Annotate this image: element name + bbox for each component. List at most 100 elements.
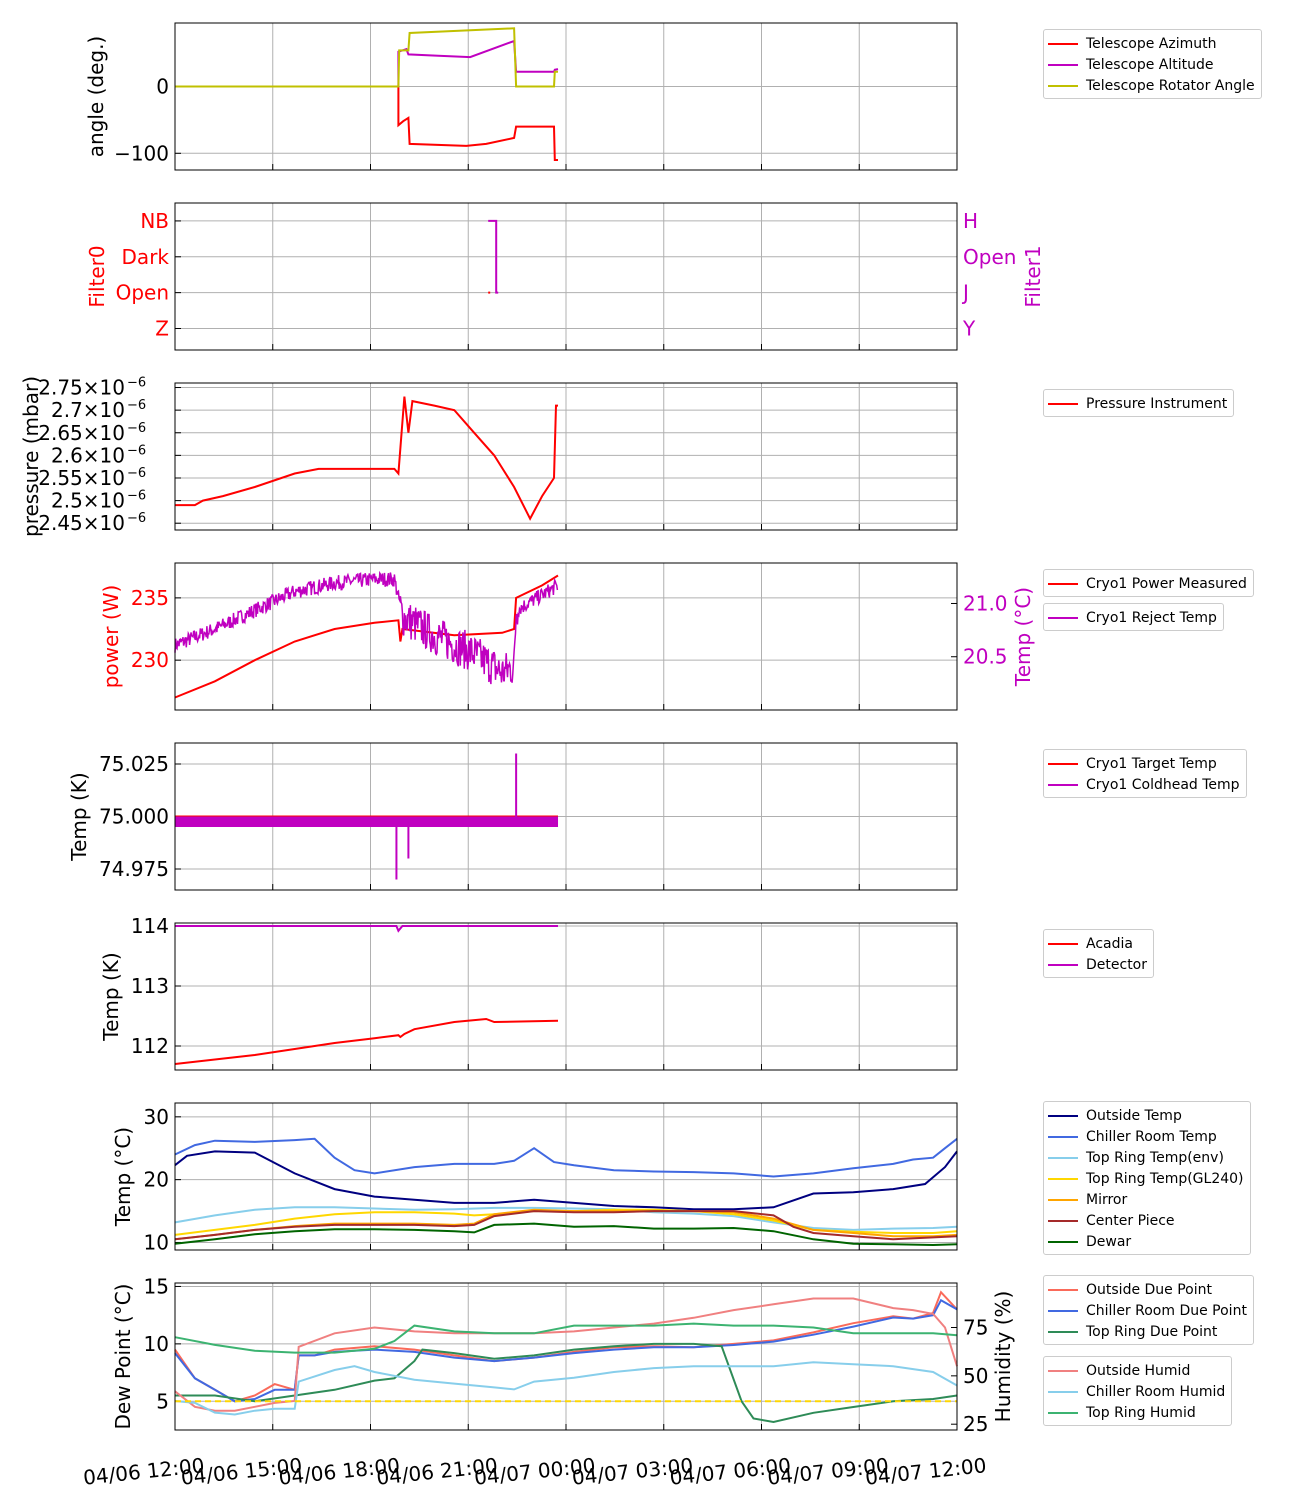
legend-entry: Telescope Altitude — [1048, 54, 1255, 75]
env-temps-panel: 10 20 30 Temp (°C) — [111, 1102, 958, 1254]
legend-cryo-power-b: Cryo1 Reject Temp — [1043, 603, 1224, 631]
legend-entry: Telescope Azimuth — [1048, 33, 1255, 54]
y2-axis-label: Temp (°C) — [1011, 587, 1035, 687]
legend-label: Outside Due Point — [1086, 1281, 1212, 1298]
y2-tick-label: 25 — [963, 1412, 988, 1436]
legend-entry: Dewar — [1048, 1231, 1244, 1252]
legend-swatch — [1048, 762, 1078, 765]
y-tick-label: 230 — [131, 648, 169, 672]
legend-label: Acadia — [1086, 935, 1133, 952]
legend-entry: Cryo1 Coldhead Temp — [1048, 774, 1240, 795]
y-tick-label: 113 — [131, 974, 169, 998]
series-line — [174, 1210, 958, 1241]
y-tick-label: Dark — [122, 245, 170, 269]
y-tick-label: 2.6×10 — [51, 443, 125, 467]
legend-label: Telescope Altitude — [1086, 56, 1214, 73]
legend-swatch — [1048, 402, 1078, 405]
legend-swatch — [1048, 1156, 1078, 1159]
legend-label: Top Ring Temp(env) — [1086, 1149, 1224, 1166]
legend-label: Dewar — [1086, 1233, 1132, 1250]
detector-temps-panel: 112 113 114 Temp (K) — [99, 914, 958, 1071]
y2-tick-label: Y — [962, 316, 976, 340]
legend-swatch — [1048, 1219, 1078, 1222]
y-tick-label: 0 — [156, 74, 169, 98]
legend-swatch — [1048, 1240, 1078, 1243]
series-line — [175, 39, 559, 88]
y-tick-exponent: −6 — [127, 376, 146, 391]
legend-swatch — [1048, 783, 1078, 786]
y-axis-label: Temp (°C) — [111, 1127, 135, 1227]
legend-label: Telescope Azimuth — [1086, 35, 1217, 52]
y-tick-exponent: −6 — [127, 489, 146, 504]
legend-entry: Top Ring Temp(env) — [1048, 1147, 1244, 1168]
legend-swatch — [1048, 1288, 1078, 1291]
y-axis-label: pressure (mbar) — [19, 376, 43, 537]
y-tick-label: 2.5×10 — [51, 489, 125, 513]
legend-swatch — [1048, 1411, 1078, 1414]
y-tick-label: 235 — [131, 586, 169, 610]
legend-swatch — [1048, 1330, 1078, 1333]
legend-swatch — [1048, 84, 1078, 87]
y2-tick-label: 20.5 — [963, 645, 1008, 669]
pressure-panel: 2.45×10 −62.5×10 −62.55×10 −62.6×10 −62.65×1… — [19, 376, 958, 537]
y-tick-exponent: −6 — [127, 421, 146, 436]
y2-axis-label: Filter1 — [1021, 245, 1045, 307]
legend-entry: Mirror — [1048, 1189, 1244, 1210]
legend-angles: Telescope Azimuth Telescope Altitude Teles… — [1043, 29, 1262, 99]
legend-swatch — [1048, 63, 1078, 66]
legend-entry: Chiller Room Temp — [1048, 1126, 1244, 1147]
legend-entry: Outside Temp — [1048, 1105, 1244, 1126]
legend-entry: Acadia — [1048, 933, 1147, 954]
legend-label: Mirror — [1086, 1191, 1128, 1208]
y-tick-exponent: −6 — [127, 398, 146, 413]
series-line — [174, 1361, 958, 1416]
cryo-power-panel: 230 235 20.5 21.0 power (W) Temp (°C) — [99, 562, 1035, 711]
y-tick-label: 75.000 — [99, 805, 169, 829]
y-tick-exponent: −6 — [127, 466, 146, 481]
legend-dew-a: Outside Due Point Chiller Room Due Point T… — [1043, 1275, 1254, 1345]
legend-swatch — [1048, 1198, 1078, 1201]
y2-tick-label: Open — [963, 245, 1016, 269]
legend-entry: Cryo1 Target Temp — [1048, 753, 1240, 774]
y-tick-exponent: −6 — [127, 443, 146, 458]
y-axis-label: Temp (K) — [99, 952, 123, 1041]
series-line — [175, 1342, 958, 1424]
legend-swatch — [1048, 963, 1078, 966]
legend-entry: Outside Due Point — [1048, 1279, 1247, 1300]
legend-entry: Pressure Instrument — [1048, 393, 1227, 414]
legend-swatch — [1048, 582, 1078, 585]
legend-swatch — [1048, 616, 1078, 619]
legend-label: Center Piece — [1086, 1212, 1175, 1229]
legend-entry: Center Piece — [1048, 1210, 1244, 1231]
series-line — [175, 85, 558, 161]
series-line — [174, 570, 559, 685]
legend-entry: Cryo1 Power Measured — [1048, 573, 1247, 594]
y-tick-label: 10 — [144, 1230, 169, 1254]
y-tick-label: 74.975 — [99, 857, 169, 881]
y-tick-label: 10 — [144, 1332, 169, 1356]
y-tick-label: 20 — [144, 1168, 169, 1192]
series-line — [175, 27, 558, 88]
legend-entry: Cryo1 Reject Temp — [1048, 607, 1217, 628]
legend-entry: Detector — [1048, 954, 1147, 975]
legend-entry: Top Ring Humid — [1048, 1402, 1225, 1423]
y-axis-label: Filter0 — [85, 245, 109, 307]
series-line — [174, 1137, 958, 1178]
legend-swatch — [1048, 1114, 1078, 1117]
legend-label: Cryo1 Coldhead Temp — [1086, 776, 1240, 793]
legend-entry: Top Ring Due Point — [1048, 1321, 1247, 1342]
filters-panel: Z Open Dark NB YJ Open H Filter0 Filter1 — [85, 202, 1045, 351]
series-line — [174, 1298, 958, 1403]
y-tick-label: 2.55×10 — [38, 466, 125, 490]
y-tick-label: 75.025 — [99, 752, 169, 776]
y-tick-label: 2.65×10 — [38, 421, 125, 445]
series-line — [174, 1322, 958, 1354]
y2-tick-label: 50 — [963, 1364, 988, 1388]
legend-entry: Telescope Rotator Angle — [1048, 75, 1255, 96]
series-line — [174, 1222, 958, 1247]
legend-swatch — [1048, 42, 1078, 45]
legend-label: Cryo1 Reject Temp — [1086, 609, 1217, 626]
y-tick-label: 30 — [144, 1105, 169, 1129]
